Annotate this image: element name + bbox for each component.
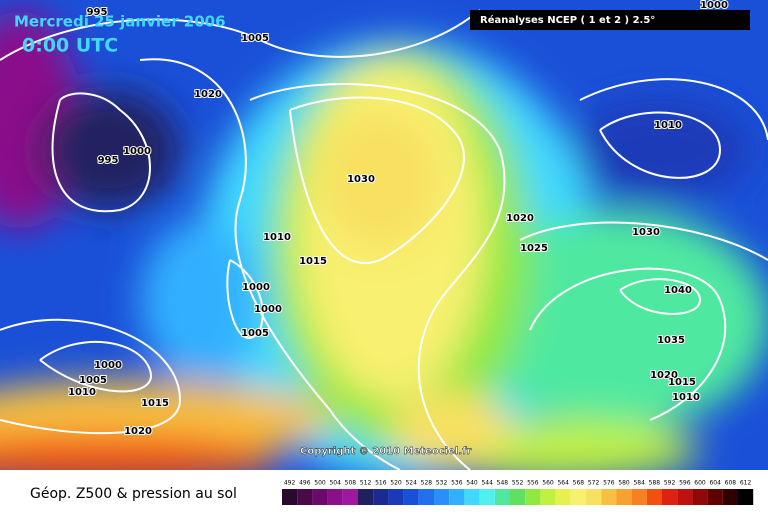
isobar-label: 1010 (672, 392, 700, 403)
legend-swatch (601, 489, 617, 505)
isobar-label: 995 (98, 155, 119, 166)
legend-value: 584 (633, 480, 645, 487)
legend-value: 516 (375, 480, 387, 487)
legend-value: 572 (588, 480, 600, 487)
legend-value: 560 (542, 480, 554, 487)
legend-value: 612 (740, 480, 752, 487)
isobar-label: 1000 (94, 360, 122, 371)
isobar-label: 1015 (141, 398, 169, 409)
legend-swatch (358, 489, 374, 505)
legend-value: 492 (284, 480, 296, 487)
isobar-label: 1025 (520, 243, 548, 254)
legend-swatch (586, 489, 602, 505)
legend-swatch (297, 489, 313, 505)
isobar-label: 1010 (263, 232, 291, 243)
isobar-label: 1000 (123, 146, 151, 157)
date: Mercredi 25 janvier 2006 (14, 13, 226, 31)
isobar-label: 1000 (242, 282, 270, 293)
legend-swatch (677, 489, 693, 505)
map-background (0, 0, 768, 485)
legend-swatch (662, 489, 678, 505)
legend-value: 500 (314, 480, 326, 487)
legend-swatch (434, 489, 450, 505)
legend-swatch (707, 489, 723, 505)
legend-swatch (449, 489, 465, 505)
legend-swatch (510, 489, 526, 505)
legend-value: 568 (573, 480, 585, 487)
isobar-label: 1005 (79, 375, 107, 386)
legend-value: 496 (299, 480, 311, 487)
legend-value: 528 (421, 480, 433, 487)
isobar-label: 1005 (241, 33, 269, 44)
legend-swatch (540, 489, 556, 505)
legend-swatch (403, 489, 419, 505)
legend-swatch (494, 489, 510, 505)
isobar-label: 1020 (650, 370, 678, 381)
legend-value: 544 (481, 480, 493, 487)
legend-swatch (555, 489, 571, 505)
legend-value: 580 (618, 480, 630, 487)
isobar-label: 1035 (657, 335, 685, 346)
legend-value: 608 (725, 480, 737, 487)
isobar-label: 1015 (668, 377, 696, 388)
isobar-label: 1020 (194, 89, 222, 100)
isobar-label: 1020 (124, 426, 152, 437)
legend-swatch (327, 489, 343, 505)
legend-swatch (388, 489, 404, 505)
legend-swatch (646, 489, 662, 505)
time: 0:00 UTC (22, 35, 118, 57)
legend-swatch (616, 489, 632, 505)
legend-swatch (418, 489, 434, 505)
legend-value: 596 (679, 480, 691, 487)
source: Réanalyses NCEP ( 1 et 2 ) 2.5° (480, 14, 655, 26)
legend-swatch (692, 489, 708, 505)
legend-value: 576 (603, 480, 615, 487)
legend-title: Géop. Z500 & pression au sol (30, 486, 237, 502)
isobar-label: 1010 (654, 120, 682, 131)
legend-value: 556 (527, 480, 539, 487)
legend-value: 588 (649, 480, 661, 487)
legend-swatch (464, 489, 480, 505)
legend-swatch (479, 489, 495, 505)
isobar-label: 1030 (632, 227, 660, 238)
isobar-label: 995 (87, 7, 108, 18)
isobar-label: 1005 (241, 328, 269, 339)
legend-value: 520 (390, 480, 402, 487)
legend-swatch (722, 489, 738, 505)
legend-swatch (631, 489, 647, 505)
legend-value: 508 (345, 480, 357, 487)
legend-value: 548 (497, 480, 509, 487)
legend-value: 600 (694, 480, 706, 487)
legend-value: 540 (466, 480, 478, 487)
legend-value: 564 (557, 480, 569, 487)
legend-value: 512 (360, 480, 372, 487)
legend-value: 524 (405, 480, 417, 487)
legend-swatch (373, 489, 389, 505)
isobar-label: 1040 (664, 285, 692, 296)
legend-swatch (570, 489, 586, 505)
legend-swatch (282, 489, 298, 505)
legend-value: 552 (512, 480, 524, 487)
legend-swatch (525, 489, 541, 505)
legend-value: 604 (709, 480, 721, 487)
isobar-label: 1010 (68, 387, 96, 398)
isobar-label: 1020 (506, 213, 534, 224)
isobar-label: 1000 (254, 304, 282, 315)
legend-value: 592 (664, 480, 676, 487)
legend-value: 532 (436, 480, 448, 487)
isobar-label: 1030 (347, 174, 375, 185)
legend-value: 536 (451, 480, 463, 487)
legend-swatch (312, 489, 328, 505)
isobar-label: 1015 (299, 256, 327, 267)
isobar-label: 1000 (700, 0, 728, 11)
legend-swatch (738, 489, 754, 505)
copyright: Copyright © 2010 Meteociel.fr (300, 446, 471, 457)
legend-swatch (342, 489, 358, 505)
source-box (470, 10, 750, 30)
legend-value: 504 (329, 480, 341, 487)
